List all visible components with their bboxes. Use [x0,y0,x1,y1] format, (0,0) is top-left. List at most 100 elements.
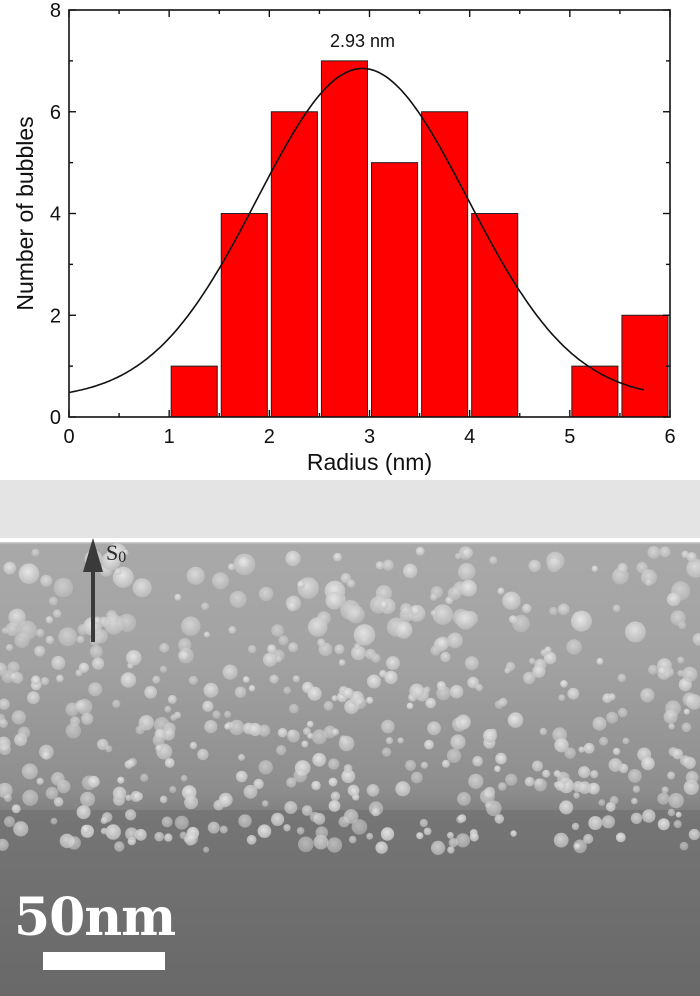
bubble [617,673,626,683]
bubble [460,579,477,597]
bubble [10,672,18,681]
bubble [331,695,338,702]
bubble [382,559,394,571]
bubble [338,816,350,828]
bubble [262,652,278,667]
bubble [436,685,451,701]
bubble [203,682,219,698]
bubble [447,831,454,839]
bubble [315,826,329,839]
bubble [203,631,210,638]
bubble [608,758,623,772]
bubble [5,622,20,637]
bubble [680,755,691,767]
bubble [271,812,285,826]
bubble [78,662,90,673]
bubble [448,837,459,848]
bubble [248,685,256,692]
bubble [403,563,418,579]
bubble [0,662,7,676]
bubble [596,657,604,665]
bubble [4,816,15,828]
bubble [243,784,258,799]
bubble [181,616,201,636]
bubble [338,735,355,752]
bubble [248,645,257,654]
bubble [615,832,626,843]
bubble [235,770,248,783]
bubble [307,686,322,701]
bubble [409,683,425,699]
bubble [227,563,235,571]
bubble [296,827,305,835]
bubble [609,795,619,805]
bubble [617,707,628,718]
bubble [303,727,311,736]
bubble [583,833,594,844]
bubble [197,748,209,761]
bubble [284,801,298,814]
bubble [170,714,177,721]
bubble [269,674,279,684]
bubble [554,738,569,753]
bubble [328,777,338,787]
bubble [126,759,135,768]
bubble [81,824,91,834]
bubble [325,592,344,610]
bubble [0,698,10,710]
bubble [207,821,220,834]
bubble [457,562,476,581]
bubble [657,818,670,831]
bubble [18,563,40,584]
bubble [606,711,618,724]
bubble [682,666,698,682]
bubble [663,709,678,724]
bubble [242,676,250,683]
s0-surface-label: S0 [106,540,126,566]
x-tick-label: 1 [164,426,175,448]
bubble [167,694,177,704]
bubble [5,643,13,652]
bubble [267,644,277,654]
bubble [114,841,125,852]
bubble [483,728,497,743]
bubble [681,722,692,733]
bubble [578,766,591,779]
bubble [692,633,700,646]
bubble [469,832,479,842]
bubble [431,840,446,855]
bubble [218,792,233,807]
bubble [353,624,376,646]
bubble [446,748,462,763]
bubble [395,781,411,797]
bubble [97,738,109,751]
bubble [381,719,395,734]
bubble [559,800,574,815]
bubble [667,771,676,780]
bubble [112,699,121,708]
bubble [0,838,9,851]
bubble [675,811,682,818]
bubble [100,816,108,825]
bubble [31,675,41,685]
bubble-layer [0,543,700,855]
bubble [122,549,129,556]
bubble [497,587,505,595]
bubble [677,670,684,677]
bubble [180,775,188,782]
bubble [134,828,147,841]
bubble [297,580,305,589]
bubble [583,742,595,754]
bubble [159,642,170,653]
bubble [380,827,395,841]
bubble [174,815,189,830]
bubble [659,546,671,558]
bubble [343,764,353,773]
bubble [366,696,374,704]
bubble [80,791,96,807]
bubble [34,645,46,657]
tem-micrograph [0,480,700,996]
bubble [631,797,638,805]
bubble [120,672,137,688]
bubble [234,686,247,698]
